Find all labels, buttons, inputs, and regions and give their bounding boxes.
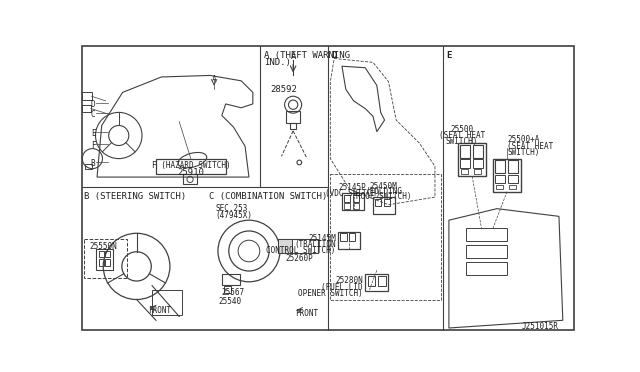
Text: 25550N: 25550N [90, 242, 117, 251]
Bar [224, 286, 231, 293]
Text: 25500: 25500 [451, 125, 474, 134]
Text: D: D [91, 100, 95, 109]
Bar [460, 159, 470, 168]
Text: A: A [212, 76, 216, 84]
Bar [461, 169, 468, 174]
Text: C (COMBINATION SWITCH): C (COMBINATION SWITCH) [209, 192, 328, 202]
Text: 25145M: 25145M [308, 234, 336, 243]
Text: F: F [91, 141, 95, 150]
Text: IND.): IND.) [264, 58, 291, 67]
Text: OPENER SWITCH): OPENER SWITCH) [298, 289, 363, 298]
Bar [353, 203, 359, 209]
Bar [493, 158, 521, 192]
Bar [344, 195, 351, 202]
Text: J251015R: J251015R [522, 322, 559, 331]
Text: 25500+A: 25500+A [507, 135, 540, 144]
Text: SWITCH): SWITCH) [446, 137, 478, 146]
Text: 25450M: 25450M [370, 182, 397, 191]
Bar [105, 260, 110, 266]
Bar [99, 260, 104, 266]
Text: E: E [447, 51, 452, 60]
Text: 25260P: 25260P [285, 254, 313, 263]
Text: C: C [91, 110, 95, 119]
Bar [349, 233, 355, 241]
Bar [508, 160, 518, 173]
Text: (47945X): (47945X) [216, 211, 253, 220]
Bar [84, 164, 92, 169]
Bar [466, 245, 507, 258]
Bar [496, 185, 503, 189]
Bar [84, 240, 127, 278]
Bar [473, 145, 483, 158]
Bar [286, 111, 300, 123]
Text: 25540: 25540 [218, 297, 241, 306]
Text: (SEAT HEAT: (SEAT HEAT [507, 142, 553, 151]
Bar [384, 199, 390, 206]
Text: B (STEERING SWITCH): B (STEERING SWITCH) [84, 192, 186, 202]
Text: A (THEFT WARNING: A (THEFT WARNING [264, 51, 349, 60]
Bar [83, 92, 92, 100]
Text: FRONT: FRONT [148, 307, 172, 315]
Bar [508, 175, 518, 183]
Bar [156, 158, 226, 174]
Bar [473, 159, 483, 168]
Text: (FOLDING: (FOLDING [365, 187, 403, 196]
Bar [222, 274, 241, 285]
Bar [278, 240, 318, 253]
Text: SWITCH): SWITCH) [507, 148, 540, 157]
Bar [474, 169, 481, 174]
Bar [340, 233, 347, 241]
Bar [353, 195, 359, 202]
Bar [152, 289, 182, 315]
Bar [290, 123, 296, 129]
Text: F (HAZARD SWITCH): F (HAZARD SWITCH) [152, 161, 230, 170]
Bar [466, 228, 507, 241]
Bar [344, 203, 351, 209]
Text: 25280N: 25280N [335, 276, 363, 285]
Text: 25145P: 25145P [339, 183, 367, 192]
Text: 28592: 28592 [270, 85, 297, 94]
Bar [460, 145, 470, 158]
Bar [495, 175, 505, 183]
Text: SEC.253: SEC.253 [216, 204, 248, 213]
Text: (SEAT HEAT: (SEAT HEAT [439, 131, 485, 140]
Text: (VDC SWITCH): (VDC SWITCH) [325, 189, 381, 198]
Bar [373, 197, 395, 214]
Bar [278, 240, 292, 253]
Bar [105, 251, 110, 257]
Bar [495, 160, 505, 173]
Bar [367, 276, 375, 286]
Bar [365, 274, 388, 291]
Text: 25910: 25910 [177, 168, 204, 177]
Text: ROOF SWITCH): ROOF SWITCH) [356, 192, 412, 202]
Text: FRONT: FRONT [294, 309, 318, 318]
Bar [378, 276, 386, 286]
Bar [330, 174, 441, 299]
Text: B: B [91, 158, 95, 168]
Bar [183, 174, 197, 184]
Bar [509, 185, 516, 189]
Text: (TRACTION: (TRACTION [294, 240, 336, 249]
Text: (FUEL LID: (FUEL LID [321, 283, 363, 292]
Bar [99, 251, 104, 257]
Text: A: A [291, 52, 296, 61]
Text: E: E [91, 129, 95, 138]
Bar [342, 193, 364, 210]
Bar [83, 105, 91, 112]
Text: D: D [332, 51, 337, 60]
Bar [96, 249, 113, 270]
Bar [338, 232, 360, 249]
Text: CONTROL SWITCH): CONTROL SWITCH) [266, 246, 336, 256]
Text: 25567: 25567 [222, 288, 245, 297]
Bar [458, 143, 486, 176]
Bar [466, 262, 507, 275]
Bar [375, 199, 381, 206]
